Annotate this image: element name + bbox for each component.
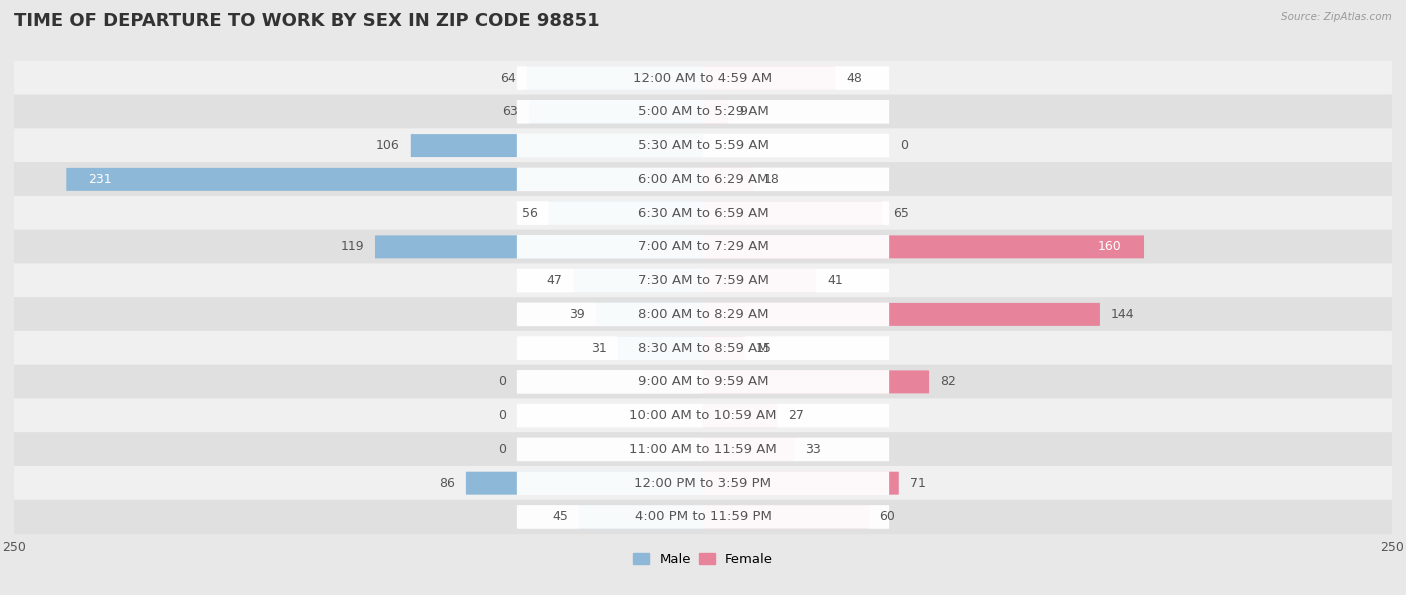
FancyBboxPatch shape	[14, 365, 1392, 399]
Text: 12:00 AM to 4:59 AM: 12:00 AM to 4:59 AM	[634, 71, 772, 84]
FancyBboxPatch shape	[617, 337, 703, 359]
Text: 4:00 PM to 11:59 PM: 4:00 PM to 11:59 PM	[634, 511, 772, 524]
FancyBboxPatch shape	[517, 269, 889, 292]
FancyBboxPatch shape	[14, 264, 1392, 298]
FancyBboxPatch shape	[703, 67, 835, 89]
Text: 64: 64	[501, 71, 516, 84]
Text: 33: 33	[806, 443, 821, 456]
Text: 12:00 PM to 3:59 PM: 12:00 PM to 3:59 PM	[634, 477, 772, 490]
Text: 8:00 AM to 8:29 AM: 8:00 AM to 8:29 AM	[638, 308, 768, 321]
FancyBboxPatch shape	[465, 472, 703, 494]
Text: 47: 47	[547, 274, 562, 287]
FancyBboxPatch shape	[703, 236, 1144, 258]
FancyBboxPatch shape	[14, 500, 1392, 534]
FancyBboxPatch shape	[517, 437, 889, 461]
Text: 71: 71	[910, 477, 925, 490]
FancyBboxPatch shape	[14, 196, 1392, 230]
Text: 7:30 AM to 7:59 AM: 7:30 AM to 7:59 AM	[637, 274, 769, 287]
FancyBboxPatch shape	[14, 129, 1392, 163]
FancyBboxPatch shape	[14, 297, 1392, 331]
FancyBboxPatch shape	[517, 303, 889, 326]
Text: 160: 160	[1098, 240, 1122, 253]
FancyBboxPatch shape	[517, 201, 889, 225]
Text: 45: 45	[553, 511, 568, 524]
FancyBboxPatch shape	[579, 506, 703, 528]
FancyBboxPatch shape	[517, 404, 889, 427]
Text: 15: 15	[755, 342, 772, 355]
FancyBboxPatch shape	[14, 399, 1392, 433]
FancyBboxPatch shape	[703, 472, 898, 494]
FancyBboxPatch shape	[703, 506, 869, 528]
Text: 60: 60	[879, 511, 896, 524]
FancyBboxPatch shape	[703, 269, 815, 292]
Legend: Male, Female: Male, Female	[627, 548, 779, 572]
Text: 6:00 AM to 6:29 AM: 6:00 AM to 6:29 AM	[638, 173, 768, 186]
FancyBboxPatch shape	[14, 230, 1392, 264]
FancyBboxPatch shape	[375, 236, 703, 258]
Text: 119: 119	[340, 240, 364, 253]
Text: 0: 0	[498, 443, 506, 456]
FancyBboxPatch shape	[574, 269, 703, 292]
Text: 82: 82	[941, 375, 956, 389]
FancyBboxPatch shape	[66, 168, 703, 191]
Text: 11:00 AM to 11:59 AM: 11:00 AM to 11:59 AM	[628, 443, 778, 456]
Text: 48: 48	[846, 71, 862, 84]
FancyBboxPatch shape	[703, 101, 728, 123]
Text: 27: 27	[789, 409, 804, 422]
Text: 231: 231	[89, 173, 112, 186]
FancyBboxPatch shape	[529, 101, 703, 123]
Text: 106: 106	[377, 139, 399, 152]
FancyBboxPatch shape	[548, 202, 703, 224]
Text: 144: 144	[1111, 308, 1135, 321]
Text: 9:00 AM to 9:59 AM: 9:00 AM to 9:59 AM	[638, 375, 768, 389]
Text: 18: 18	[763, 173, 779, 186]
FancyBboxPatch shape	[517, 66, 889, 90]
FancyBboxPatch shape	[703, 168, 752, 191]
Text: 0: 0	[900, 139, 908, 152]
FancyBboxPatch shape	[14, 466, 1392, 500]
Text: TIME OF DEPARTURE TO WORK BY SEX IN ZIP CODE 98851: TIME OF DEPARTURE TO WORK BY SEX IN ZIP …	[14, 12, 600, 30]
FancyBboxPatch shape	[517, 168, 889, 191]
FancyBboxPatch shape	[703, 337, 744, 359]
Text: 8:30 AM to 8:59 AM: 8:30 AM to 8:59 AM	[638, 342, 768, 355]
Text: 86: 86	[439, 477, 456, 490]
FancyBboxPatch shape	[517, 471, 889, 495]
FancyBboxPatch shape	[703, 303, 1099, 326]
FancyBboxPatch shape	[703, 202, 882, 224]
FancyBboxPatch shape	[517, 336, 889, 360]
Text: 65: 65	[893, 206, 910, 220]
Text: 0: 0	[498, 375, 506, 389]
Text: 10:00 AM to 10:59 AM: 10:00 AM to 10:59 AM	[630, 409, 776, 422]
Text: 39: 39	[569, 308, 585, 321]
Text: 41: 41	[827, 274, 842, 287]
FancyBboxPatch shape	[703, 371, 929, 393]
FancyBboxPatch shape	[517, 370, 889, 394]
Text: 0: 0	[498, 409, 506, 422]
FancyBboxPatch shape	[14, 95, 1392, 129]
FancyBboxPatch shape	[703, 404, 778, 427]
Text: 63: 63	[502, 105, 519, 118]
FancyBboxPatch shape	[14, 331, 1392, 365]
FancyBboxPatch shape	[517, 134, 889, 158]
Text: 5:00 AM to 5:29 AM: 5:00 AM to 5:29 AM	[638, 105, 768, 118]
Text: Source: ZipAtlas.com: Source: ZipAtlas.com	[1281, 12, 1392, 22]
Text: 31: 31	[591, 342, 606, 355]
Text: 56: 56	[522, 206, 537, 220]
FancyBboxPatch shape	[411, 134, 703, 157]
FancyBboxPatch shape	[595, 303, 703, 326]
FancyBboxPatch shape	[526, 67, 703, 89]
FancyBboxPatch shape	[14, 162, 1392, 196]
Text: 6:30 AM to 6:59 AM: 6:30 AM to 6:59 AM	[638, 206, 768, 220]
FancyBboxPatch shape	[517, 100, 889, 124]
FancyBboxPatch shape	[703, 438, 794, 461]
Text: 9: 9	[738, 105, 747, 118]
FancyBboxPatch shape	[14, 432, 1392, 466]
FancyBboxPatch shape	[517, 505, 889, 529]
Text: 5:30 AM to 5:59 AM: 5:30 AM to 5:59 AM	[637, 139, 769, 152]
FancyBboxPatch shape	[14, 61, 1392, 95]
FancyBboxPatch shape	[517, 235, 889, 259]
Text: 7:00 AM to 7:29 AM: 7:00 AM to 7:29 AM	[638, 240, 768, 253]
